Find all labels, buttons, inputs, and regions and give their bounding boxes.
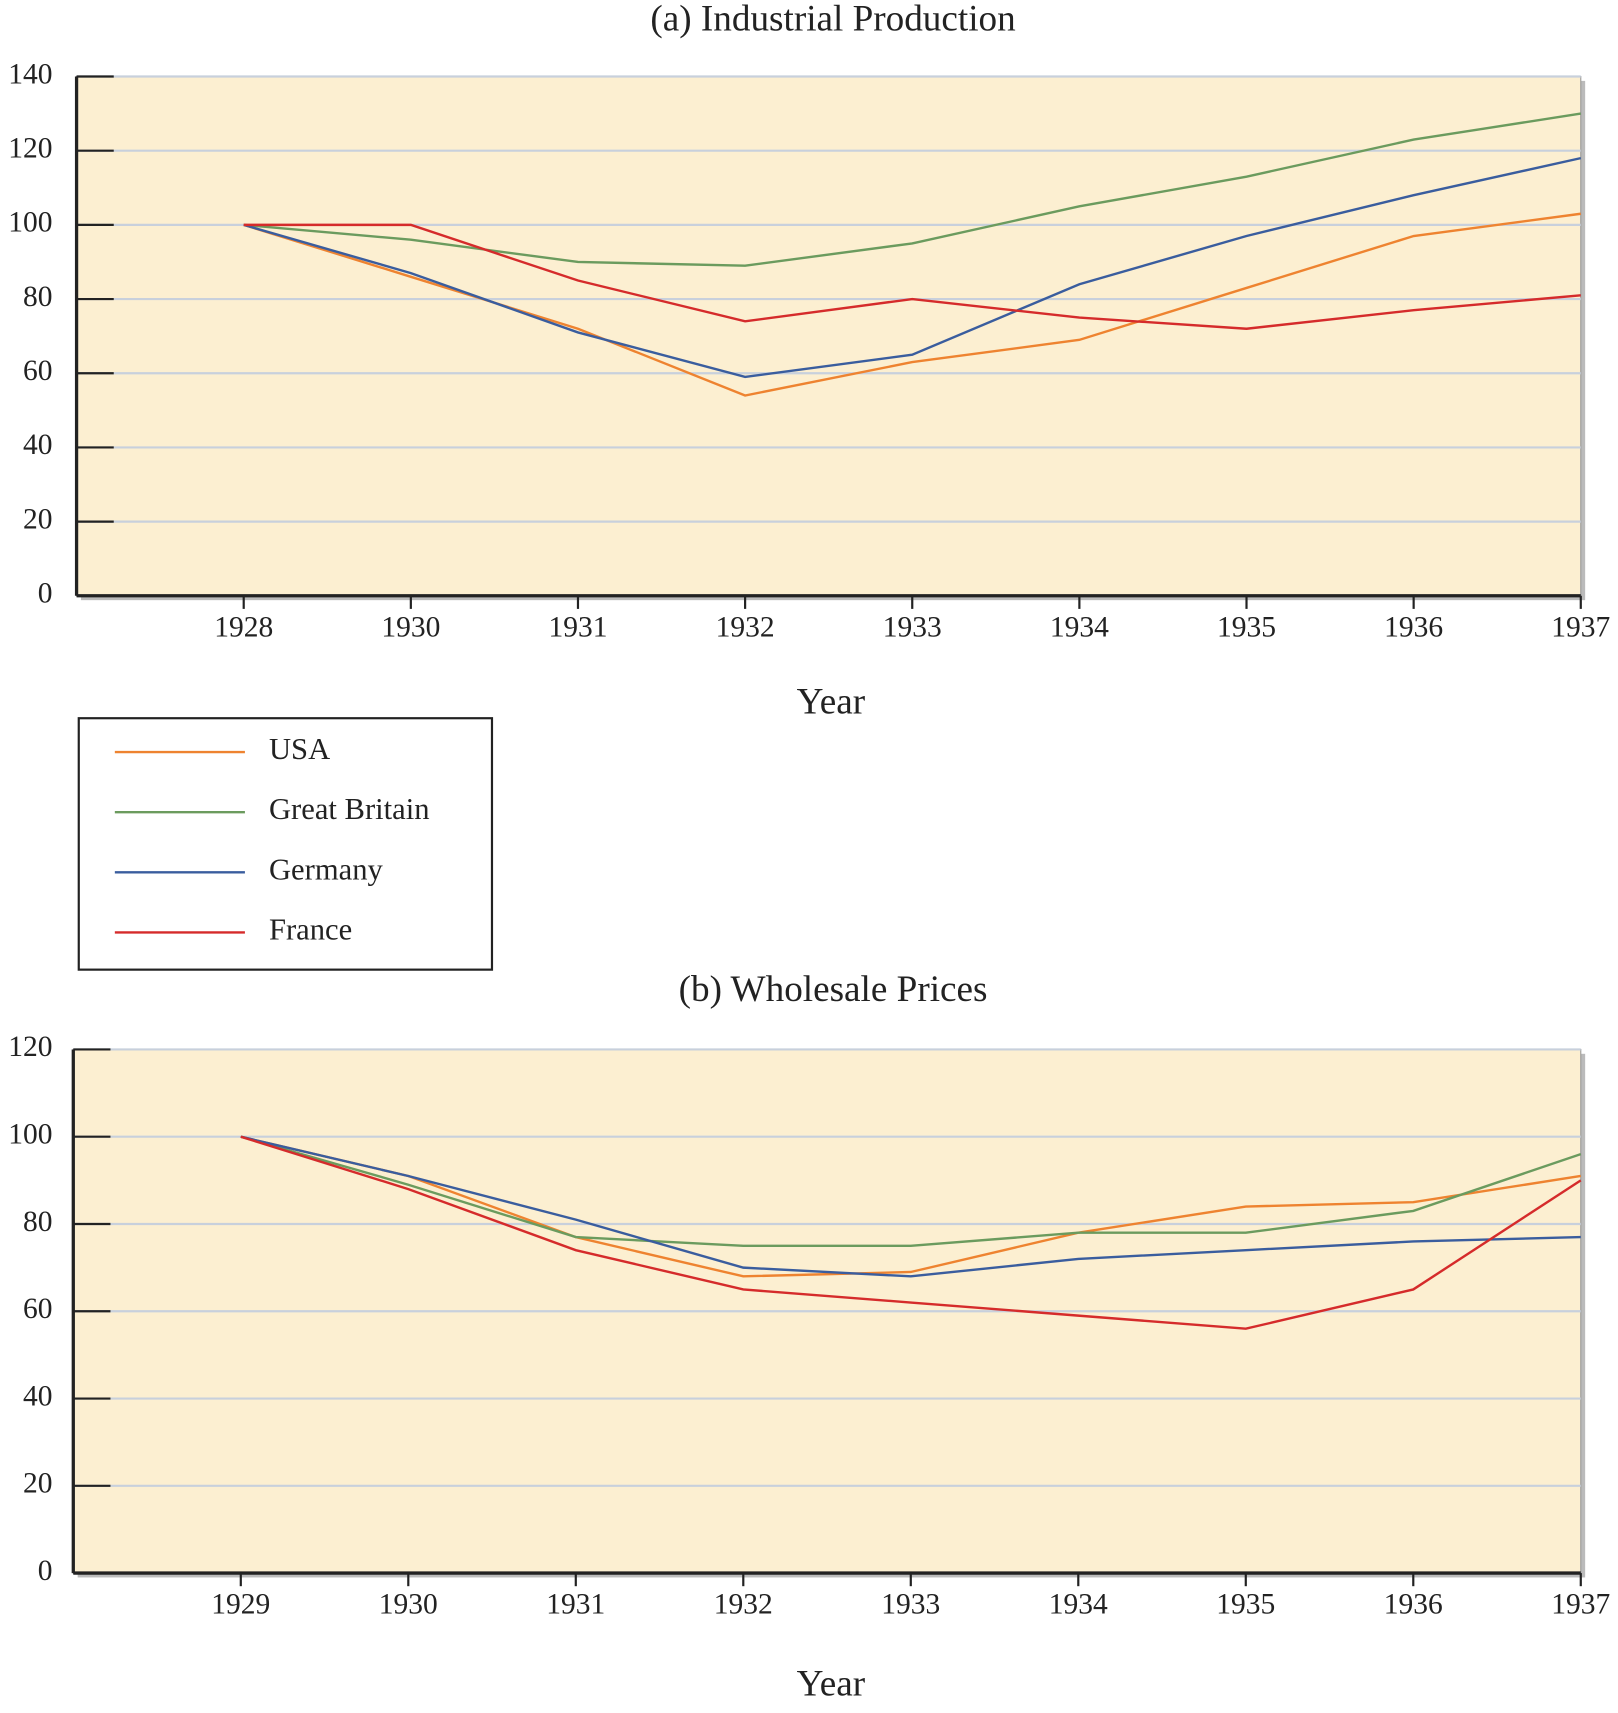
x-tick-label: 1937 — [1551, 611, 1610, 643]
y-tick-label: 40 — [23, 429, 52, 461]
series-line — [243, 223, 1581, 330]
x-tick-label: 1931 — [548, 611, 607, 643]
plot-area — [76, 75, 1582, 597]
y-tick-label: 60 — [23, 355, 52, 387]
legend-label: USA — [269, 732, 330, 766]
x-axis-label: Year — [797, 1663, 866, 1704]
chart-title: (a) Industrial Production — [650, 0, 1016, 39]
x-tick-label: 1935 — [1217, 611, 1276, 643]
series-line — [240, 1135, 1582, 1330]
y-tick-label: 100 — [8, 1118, 52, 1150]
y-tick-label: 80 — [23, 281, 52, 313]
series-line — [243, 156, 1582, 379]
x-tick-label: 1934 — [1050, 611, 1109, 643]
series-line — [240, 1135, 1582, 1248]
y-tick-label: 20 — [23, 503, 52, 535]
legend-label: Great Britain — [269, 792, 430, 826]
x-tick-label: 1933 — [883, 611, 942, 643]
x-tick-label: 1930 — [381, 611, 440, 643]
x-tick-label: 1932 — [714, 1589, 773, 1621]
x-tick-label: 1935 — [1216, 1589, 1275, 1621]
x-tick-label: 1930 — [379, 1589, 438, 1621]
y-tick-label: 0 — [38, 1555, 53, 1587]
x-tick-label: 1932 — [716, 611, 775, 643]
x-tick-label: 1931 — [546, 1589, 605, 1621]
y-tick-label: 0 — [38, 578, 53, 610]
x-tick-label: 1933 — [881, 1589, 940, 1621]
chart-title: (b) Wholesale Prices — [679, 969, 988, 1010]
x-tick-label: 1928 — [214, 611, 273, 643]
x-tick-label: 1936 — [1384, 1589, 1443, 1621]
y-tick-label: 140 — [8, 58, 52, 90]
x-tick-label: 1937 — [1551, 1589, 1610, 1621]
x-tick-label: 1934 — [1049, 1589, 1108, 1621]
y-tick-label: 40 — [23, 1380, 52, 1412]
series-line — [240, 1135, 1581, 1278]
x-tick-label: 1929 — [211, 1589, 270, 1621]
legend-box — [77, 717, 494, 971]
series-line — [243, 112, 1581, 267]
legend-label: France — [269, 912, 352, 946]
y-tick-label: 120 — [8, 132, 52, 164]
series-line — [240, 1135, 1581, 1278]
x-tick-label: 1936 — [1384, 611, 1443, 643]
y-tick-label: 20 — [23, 1468, 52, 1500]
y-tick-label: 100 — [8, 207, 52, 239]
x-axis-label: Year — [797, 682, 866, 723]
y-tick-label: 80 — [23, 1206, 52, 1238]
legend-label: Germany — [269, 852, 384, 886]
y-tick-label: 120 — [8, 1031, 52, 1063]
y-tick-label: 60 — [23, 1293, 52, 1325]
